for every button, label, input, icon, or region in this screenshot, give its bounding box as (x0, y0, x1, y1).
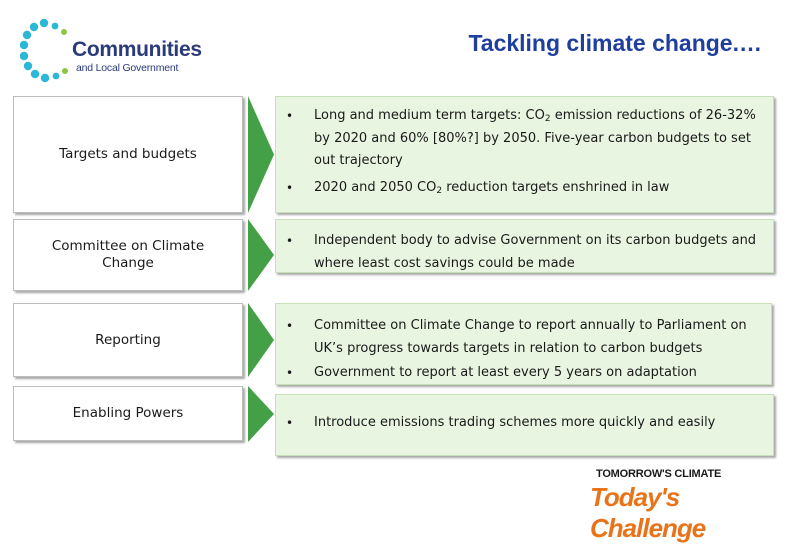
chevron-right-icon (248, 219, 274, 291)
detail-panel-reporting: • Committee on Climate Change to report … (275, 303, 772, 385)
bullet-icon: • (286, 366, 294, 380)
chevron-right-icon (248, 303, 274, 377)
bullet-icon: • (286, 180, 294, 195)
bullet-icon: • (286, 109, 294, 123)
logo-main-text: Communities (72, 38, 202, 61)
bullet-item: • Government to report at least every 5 … (286, 362, 764, 385)
label-box-enabling: Enabling Powers (13, 386, 243, 441)
label-box-committee: Committee on Climate Change (13, 219, 243, 291)
label-text: Enabling Powers (72, 405, 184, 421)
label-text: Committee on Climate Change (51, 238, 205, 271)
bullet-item: • Committee on Climate Change to report … (286, 315, 764, 360)
tagline-top: TOMORROW'S CLIMATE (596, 468, 722, 480)
bullet-item: • Independent body to advise Government … (286, 230, 764, 275)
logo-sub-text: and Local Government (76, 62, 179, 74)
bullet-item: • 2020 and 2050 CO2 reduction targets en… (286, 177, 764, 200)
bullet-icon: • (286, 234, 294, 248)
label-text: Targets and budgets (59, 146, 197, 162)
bullet-icon: • (286, 416, 294, 430)
bullet-item: • Introduce emissions trading schemes mo… (286, 412, 764, 435)
tagline-logo: TOMORROW'S CLIMATE Today's Challenge (588, 466, 768, 543)
chevron-right-icon (248, 386, 274, 442)
page-title: Tackling climate change.… (468, 30, 762, 56)
label-box-reporting: Reporting (13, 303, 243, 377)
detail-panel-committee: • Independent body to advise Government … (275, 219, 774, 273)
bullet-list: • Introduce emissions trading schemes mo… (286, 412, 764, 435)
bullet-list: • Committee on Climate Change to report … (286, 315, 764, 385)
tagline-bottom: Today's Challenge (590, 482, 706, 543)
bullet-icon: • (286, 319, 294, 333)
logo: Communities and Local Government (20, 18, 202, 84)
bullet-item: • Long and medium term targets: CO2 emis… (286, 105, 764, 173)
label-box-targets: Targets and budgets (13, 96, 243, 213)
detail-panel-targets: • Long and medium term targets: CO2 emis… (275, 96, 774, 213)
detail-panel-enabling: • Introduce emissions trading schemes mo… (275, 394, 774, 456)
bullet-list: • Independent body to advise Government … (286, 230, 764, 275)
chevron-right-icon (248, 96, 274, 213)
bullet-list: • Long and medium term targets: CO2 emis… (286, 105, 764, 199)
dotted-ring-logo-icon (20, 18, 68, 83)
label-text: Reporting (95, 331, 161, 348)
